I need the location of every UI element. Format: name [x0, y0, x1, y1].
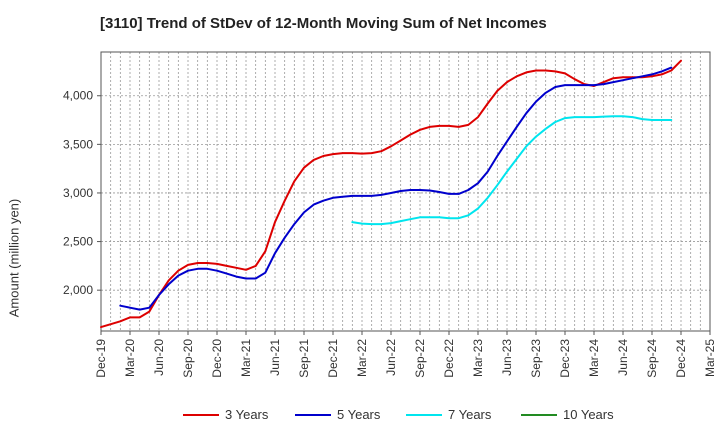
grid-lines — [101, 52, 710, 331]
y-tick-label: 2,000 — [63, 283, 93, 297]
x-tick-label: Jun-21 — [268, 339, 282, 376]
x-axis-ticks: Dec-19 Mar-20 Jun-20 Sep-20 Dec-20 Mar-21 Jun-… — [94, 331, 717, 378]
x-tick-label: Dec-22 — [442, 339, 456, 378]
x-tick-label: Jun-24 — [616, 339, 630, 376]
y-tick-label: 3,000 — [63, 186, 93, 200]
x-tick-label: Mar-23 — [471, 339, 485, 377]
chart-title: [3110] Trend of StDev of 12-Month Moving… — [100, 15, 547, 32]
y-tick-label: 2,500 — [63, 235, 93, 249]
x-tick-label: Sep-22 — [413, 339, 427, 378]
x-tick-label: Mar-25 — [703, 339, 717, 377]
series-line-7-years — [351, 115, 673, 226]
legend-label-5-years: 5 Years — [337, 407, 381, 422]
x-tick-label: Dec-19 — [94, 339, 108, 378]
x-tick-label: Mar-20 — [123, 339, 137, 377]
series-lines — [100, 59, 682, 329]
y-axis-ticks: 2,000 2,500 3,000 3,500 4,000 — [63, 89, 101, 297]
x-tick-label: Jun-20 — [152, 339, 166, 376]
legend: 3 Years 5 Years 7 Years 10 Years — [183, 407, 614, 422]
x-tick-label: Dec-20 — [210, 339, 224, 378]
x-tick-label: Mar-21 — [239, 339, 253, 377]
x-tick-label: Dec-24 — [674, 339, 688, 378]
x-tick-label: Sep-21 — [297, 339, 311, 378]
y-tick-label: 4,000 — [63, 89, 93, 103]
x-tick-label: Jun-22 — [384, 339, 398, 376]
x-tick-label: Jun-23 — [500, 339, 514, 376]
x-tick-label: Mar-22 — [355, 339, 369, 377]
legend-label-3-years: 3 Years — [225, 407, 269, 422]
x-tick-label: Dec-21 — [326, 339, 340, 378]
y-tick-label: 3,500 — [63, 137, 93, 151]
x-tick-label: Dec-23 — [558, 339, 572, 378]
legend-label-7-years: 7 Years — [448, 407, 492, 422]
legend-label-10-years: 10 Years — [563, 407, 614, 422]
series-line-5-years — [119, 66, 673, 311]
x-tick-label: Sep-20 — [181, 339, 195, 378]
x-tick-label: Mar-24 — [587, 339, 601, 377]
x-tick-label: Sep-23 — [529, 339, 543, 378]
plot-area-frame — [100, 51, 711, 332]
x-tick-label: Sep-24 — [645, 339, 659, 378]
